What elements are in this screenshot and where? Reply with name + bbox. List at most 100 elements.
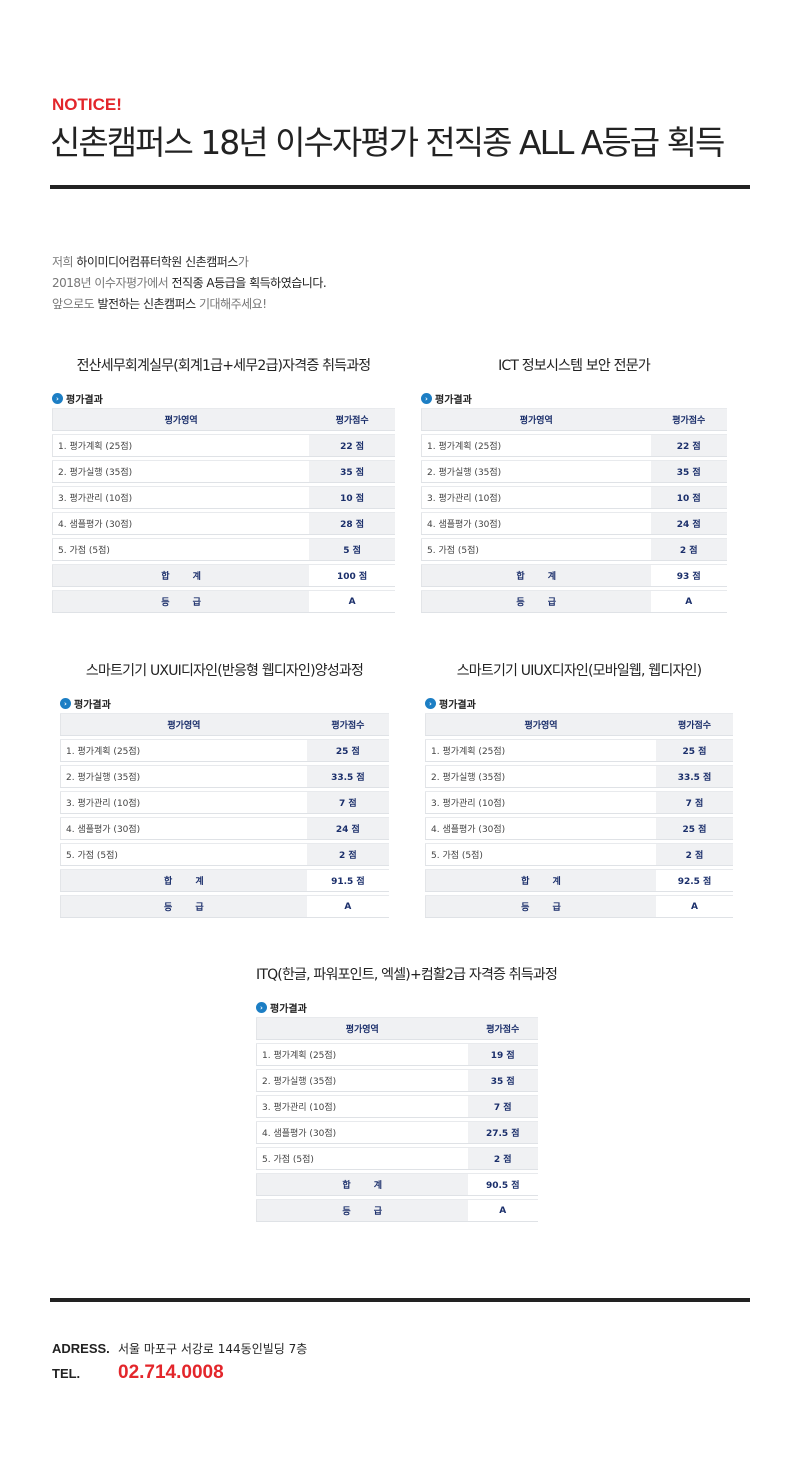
telephone: TEL. 02.714.0008 <box>52 1362 224 1384</box>
cell-area: 3. 평가관리 (10점) <box>60 792 307 813</box>
intro-highlight: 발전하는 신촌캠퍼스 <box>97 297 196 311</box>
table-row: 5. 가점 (5점) 2 점 <box>425 843 733 866</box>
page-title: 신촌캠퍼스 18년 이수자평가 전직종 ALL A등급 획득 <box>50 123 725 162</box>
cell-area: 5. 가점 (5점) <box>52 539 310 560</box>
table-row: 4. 샘플평가 (30점) 25 점 <box>425 817 733 840</box>
cell-score: 28 점 <box>309 513 395 534</box>
tel-label: TEL. <box>52 1366 81 1381</box>
table-row: 3. 평가관리 (10점) 7 점 <box>425 791 733 814</box>
cell-area: 합 계 <box>60 870 307 891</box>
block-title: ICT 정보시스템 보안 전문가 <box>498 358 651 374</box>
table-header: 평가영역 평가점수 <box>425 713 733 736</box>
intro-text-part: 앞으로도 <box>52 297 98 311</box>
cell-area: 2. 평가실행 (35점) <box>52 461 310 482</box>
result-label-text: 평가결과 <box>435 395 472 406</box>
chevron-right-icon: › <box>52 393 63 404</box>
cell-area: 3. 평가관리 (10점) <box>425 792 656 813</box>
cell-area: 1. 평가계획 (25점) <box>52 435 310 456</box>
intro-highlight: 전직종 A등급을 획득하였습니다. <box>171 276 327 290</box>
result-label: › 평가결과 <box>256 1000 538 1015</box>
cell-score: 33.5 점 <box>306 766 389 787</box>
address-value: 서울 마포구 서강로 144동인빌딩 7층 <box>118 1342 308 1356</box>
score-table: 평가영역 평가점수 1. 평가계획 (25점) 22 점 2. 평가실행 (35점) 35… <box>52 408 395 613</box>
block-title: 전산세무회계실무(회계1급+세무2급)자격증 취득과정 <box>76 358 372 374</box>
cell-score: A <box>467 1200 538 1221</box>
result-label-text: 평가결과 <box>270 1004 307 1015</box>
result-block: ITQ(한글, 파워포인트, 엑셀)+컴활2급 자격증 취득과정 › 평가결과 평가영… <box>256 964 558 1225</box>
cell-score: 35 점 <box>467 1070 538 1091</box>
cell-area: 등 급 <box>52 591 310 612</box>
cell-score: 24 점 <box>306 818 389 839</box>
cell-score: 91.5 점 <box>306 870 389 891</box>
table-row: 4. 샘플평가 (30점) 24 점 <box>60 817 389 840</box>
cell-area: 2. 평가실행 (35점) <box>256 1070 468 1091</box>
table-header: 평가영역 평가점수 <box>52 408 395 431</box>
cell-score: 평가점수 <box>309 409 395 430</box>
block-title: 스마트기기 UXUI디자인(반응형 웹디자인)양성과정 <box>85 663 364 679</box>
cell-area: 4. 샘플평가 (30점) <box>421 513 651 534</box>
cell-score: 평가점수 <box>656 714 733 735</box>
result-block: 전산세무회계실무(회계1급+세무2급)자격증 취득과정 › 평가결과 평가영역 평가점수… <box>52 355 395 616</box>
cell-score: 19 점 <box>467 1044 538 1065</box>
cell-area: 3. 평가관리 (10점) <box>52 487 310 508</box>
cell-area: 4. 샘플평가 (30점) <box>256 1122 468 1143</box>
cell-area: 5. 가점 (5점) <box>256 1148 468 1169</box>
cell-score: 평가점수 <box>306 714 389 735</box>
table-header: 평가영역 평가점수 <box>256 1017 538 1040</box>
chevron-right-icon: › <box>425 698 436 709</box>
cell-score: 92.5 점 <box>656 870 733 891</box>
result-label-text: 평가결과 <box>74 700 111 711</box>
table-row: 5. 가점 (5점) 2 점 <box>421 538 727 561</box>
score-table: 평가영역 평가점수 1. 평가계획 (25점) 19 점 2. 평가실행 (35점) 35… <box>256 1017 538 1222</box>
table-total-row: 합 계 93 점 <box>421 564 727 587</box>
table-row: 3. 평가관리 (10점) 7 점 <box>60 791 389 814</box>
cell-score: 27.5 점 <box>467 1122 538 1143</box>
block-title: 스마트기기 UIUX디자인(모바일웹, 웹디자인) <box>456 663 702 679</box>
intro-text-part: 저희 <box>52 255 77 269</box>
intro-highlight: 하이미디어컴퓨터학원 신촌캠퍼스 <box>76 255 238 269</box>
cell-score: 33.5 점 <box>656 766 733 787</box>
divider <box>50 1298 750 1302</box>
intro-text-part: 기대해주세요! <box>195 297 267 311</box>
table-row: 2. 평가실행 (35점) 33.5 점 <box>425 765 733 788</box>
result-label-text: 평가결과 <box>439 700 476 711</box>
cell-score: 7 점 <box>656 792 733 813</box>
result-block: 스마트기기 UXUI디자인(반응형 웹디자인)양성과정 › 평가결과 평가영역 평가점수… <box>60 660 389 921</box>
chevron-right-icon: › <box>256 1002 267 1013</box>
chevron-right-icon: › <box>60 698 71 709</box>
cell-score: 7 점 <box>467 1096 538 1117</box>
table-row: 5. 가점 (5점) 2 점 <box>60 843 389 866</box>
table-row: 2. 평가실행 (35점) 35 점 <box>52 460 395 483</box>
divider <box>50 185 750 189</box>
cell-score: 35 점 <box>309 461 395 482</box>
cell-score: A <box>656 896 733 917</box>
cell-area: 합 계 <box>52 565 310 586</box>
cell-area: 평가영역 <box>421 409 651 430</box>
score-table: 평가영역 평가점수 1. 평가계획 (25점) 25 점 2. 평가실행 (35점) 33… <box>60 713 389 918</box>
address-label: ADRESS. <box>52 1341 110 1356</box>
cell-score: 25 점 <box>306 740 389 761</box>
cell-score: 10 점 <box>309 487 395 508</box>
table-row: 1. 평가계획 (25점) 25 점 <box>60 739 389 762</box>
table-total-row: 합 계 90.5 점 <box>256 1173 538 1196</box>
cell-score: 93 점 <box>650 565 727 586</box>
cell-area: 1. 평가계획 (25점) <box>256 1044 468 1065</box>
cell-score: 35 점 <box>650 461 727 482</box>
cell-area: 2. 평가실행 (35점) <box>60 766 307 787</box>
cell-area: 평가영역 <box>52 409 310 430</box>
cell-score: 25 점 <box>656 818 733 839</box>
table-total-row: 합 계 92.5 점 <box>425 869 733 892</box>
cell-score: 100 점 <box>309 565 395 586</box>
table-row: 4. 샘플평가 (30점) 27.5 점 <box>256 1121 538 1144</box>
table-total-row: 합 계 91.5 점 <box>60 869 389 892</box>
cell-score: 2 점 <box>656 844 733 865</box>
cell-area: 평가영역 <box>425 714 656 735</box>
cell-score: 7 점 <box>306 792 389 813</box>
cell-area: 1. 평가계획 (25점) <box>421 435 651 456</box>
table-row: 1. 평가계획 (25점) 22 점 <box>52 434 395 457</box>
cell-area: 5. 가점 (5점) <box>421 539 651 560</box>
cell-area: 2. 평가실행 (35점) <box>425 766 656 787</box>
cell-score: A <box>650 591 727 612</box>
result-label: › 평가결과 <box>421 391 727 406</box>
